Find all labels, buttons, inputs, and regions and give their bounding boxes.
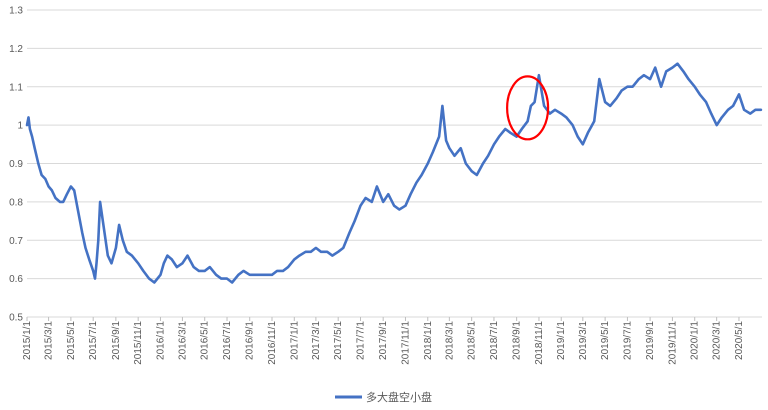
x-tick-label: 2020/3/1: [712, 321, 723, 360]
x-tick-label: 2015/5/1: [66, 321, 77, 360]
x-tick-label: 2018/7/1: [489, 321, 500, 360]
y-tick-label: 1: [17, 121, 23, 132]
y-tick-label: 0.6: [9, 274, 23, 285]
y-tick-label: 1.1: [9, 82, 23, 93]
x-tick-label: 2016/1/1: [155, 321, 166, 360]
x-tick-label: 2018/9/1: [512, 321, 523, 360]
plot-area: [25, 62, 763, 284]
x-tick-label: 2018/11/1: [534, 321, 545, 365]
x-tick-label: 2018/3/1: [444, 321, 455, 360]
x-tick-label: 2017/9/1: [378, 321, 389, 360]
x-tick-label: 2016/11/1: [267, 321, 278, 365]
x-tick-label: 2017/1/1: [289, 321, 300, 360]
y-tick-label: 1.3: [9, 6, 23, 17]
y-tick-label: 1.2: [9, 44, 23, 55]
y-tick-label: 0.8: [9, 197, 23, 208]
x-tick-label: 2015/11/1: [133, 321, 144, 365]
series-line-0: [25, 62, 763, 284]
x-tick-label: 2016/5/1: [200, 321, 211, 360]
x-tick-label: 2019/11/1: [667, 321, 678, 365]
x-tick-label: 2016/9/1: [245, 321, 256, 360]
x-tick-label: 2015/7/1: [88, 321, 99, 360]
x-tick-label: 2020/5/1: [734, 321, 745, 360]
x-tick-label: 2015/9/1: [111, 321, 122, 360]
x-axis: 2015/1/1 2015/3/1 2015/5/1 2015/7/1 2015/9/1…: [22, 317, 745, 365]
x-tick-label: 2019/7/1: [622, 321, 633, 360]
x-tick-label: 2015/3/1: [44, 321, 55, 360]
x-tick-label: 2019/1/1: [556, 321, 567, 360]
highlight-ellipse: [506, 75, 550, 141]
x-tick-label: 2020/1/1: [690, 321, 701, 360]
y-tick-label: 0.9: [9, 159, 23, 170]
x-tick-label: 2018/5/1: [467, 321, 478, 360]
gridlines: [27, 9, 762, 318]
y-tick-label: 0.7: [9, 236, 23, 247]
x-tick-label: 2015/1/1: [22, 321, 33, 360]
y-tick-label: 0.5: [9, 313, 23, 324]
x-tick-label: 2016/7/1: [222, 321, 233, 360]
x-tick-label: 2019/9/1: [645, 321, 656, 360]
legend: 多大盘空小盘: [335, 390, 432, 404]
x-tick-label: 2017/5/1: [333, 321, 344, 360]
annotation-layer: [506, 75, 550, 141]
x-tick-label: 2017/11/1: [400, 321, 411, 365]
x-tick-label: 2016/3/1: [177, 321, 188, 360]
x-tick-label: 2017/3/1: [311, 321, 322, 360]
x-tick-label: 2019/3/1: [578, 321, 589, 360]
y-axis: 0.5 0.6 0.7 0.8 0.9 1 1.1 1.2 1.3: [9, 6, 23, 324]
legend-label: 多大盘空小盘: [366, 390, 432, 404]
x-tick-label: 2019/5/1: [600, 321, 611, 360]
x-tick-label: 2018/1/1: [423, 321, 434, 360]
x-tick-label: 2017/7/1: [355, 321, 366, 360]
